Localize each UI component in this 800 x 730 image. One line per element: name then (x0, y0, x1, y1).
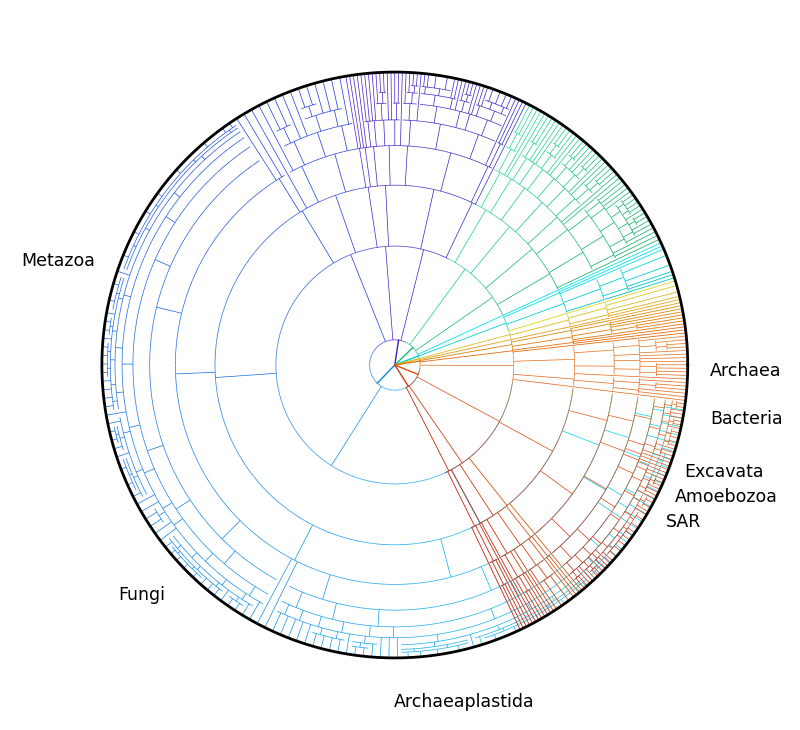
Text: Archaea: Archaea (710, 362, 782, 380)
Text: SAR: SAR (666, 513, 701, 531)
Text: Excavata: Excavata (685, 463, 764, 481)
Text: Metazoa: Metazoa (22, 252, 95, 270)
Text: Amoebozoa: Amoebozoa (675, 488, 778, 507)
Text: Bacteria: Bacteria (710, 410, 782, 428)
Text: Archaeaplastida: Archaeaplastida (394, 693, 534, 710)
Text: Fungi: Fungi (118, 586, 165, 604)
